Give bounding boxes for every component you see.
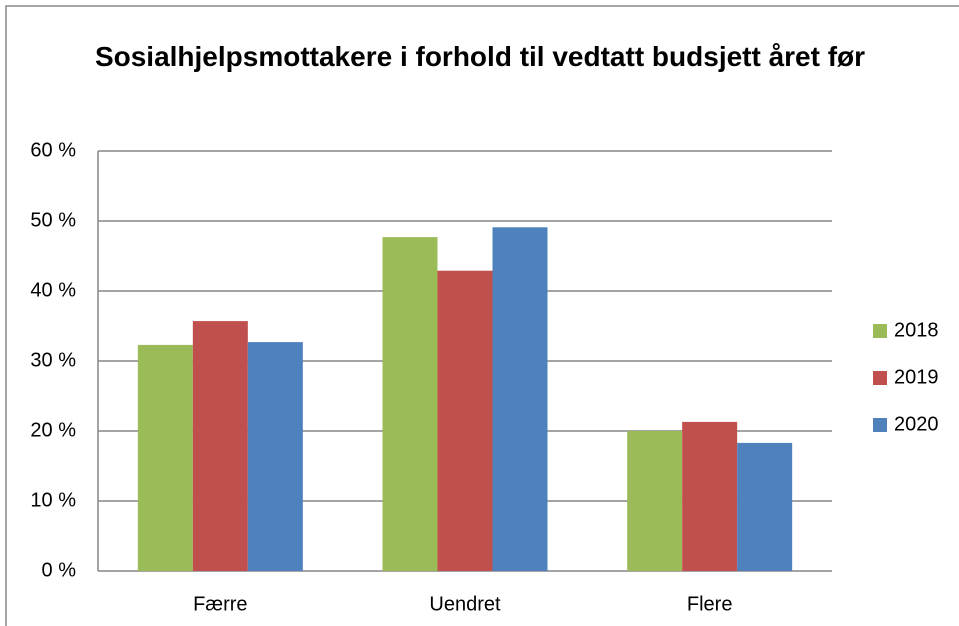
bar (382, 237, 438, 571)
legend-label: 2018 (894, 319, 939, 341)
chart-border (5, 5, 959, 626)
y-tick-label: 20 % (30, 419, 76, 441)
y-tick-label: 10 % (30, 489, 76, 511)
y-tick-label: 0 % (42, 559, 77, 581)
bar (247, 342, 303, 571)
legend-swatch (873, 371, 887, 385)
x-tick-label: Flere (687, 593, 733, 615)
legend-swatch (873, 324, 887, 338)
bar (627, 431, 683, 571)
y-tick-label: 50 % (30, 209, 76, 231)
y-tick-label: 30 % (30, 349, 76, 371)
legend-label: 2019 (894, 366, 939, 388)
legend-label: 2020 (894, 413, 939, 435)
y-tick-label: 60 % (30, 139, 76, 161)
bar (437, 270, 493, 571)
bar (492, 227, 548, 572)
chart-title: Sosialhjelpsmottakere i forhold til vedt… (94, 41, 866, 72)
x-tick-label: Uendret (429, 593, 501, 615)
bar (137, 344, 193, 571)
bar (737, 442, 793, 571)
legend-swatch (873, 418, 887, 432)
bar (682, 421, 738, 571)
bar (192, 321, 248, 571)
x-tick-label: Færre (193, 593, 247, 615)
y-tick-label: 40 % (30, 279, 76, 301)
